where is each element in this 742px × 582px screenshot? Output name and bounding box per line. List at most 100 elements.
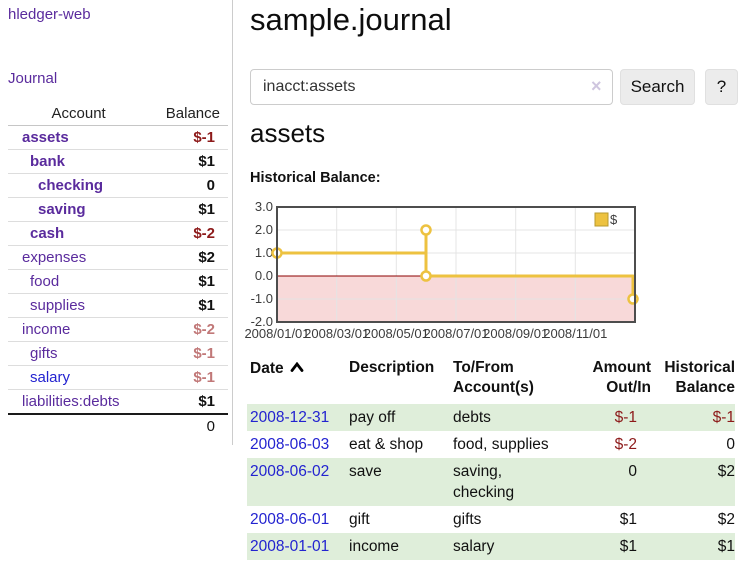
y-tick: 0.0 bbox=[255, 268, 273, 283]
transaction-description: eat & shop bbox=[349, 436, 424, 453]
account-link-salary[interactable]: salary bbox=[30, 369, 71, 386]
transaction-accounts: salary bbox=[453, 538, 495, 555]
transaction-balance: $-1 bbox=[712, 409, 735, 426]
transaction-description: income bbox=[349, 538, 399, 555]
transaction-date-link[interactable]: 2008-06-03 bbox=[250, 436, 330, 453]
register-row: 2008-01-01 income salary $1 $1 bbox=[247, 533, 735, 560]
account-balance: 0 bbox=[149, 173, 228, 198]
account-heading: assets bbox=[250, 118, 326, 148]
x-tick: 2008/01/01 bbox=[244, 326, 309, 341]
account-link-income[interactable]: income bbox=[22, 321, 71, 338]
sidebar: hledger-web Journal Account Balance asse… bbox=[0, 0, 233, 445]
y-axis-ticks: 3.0 2.0 1.0 0.0 -1.0 -2.0 bbox=[251, 199, 273, 329]
register-col-amount: Amount Out/In bbox=[592, 359, 651, 396]
account-balance: $-1 bbox=[149, 365, 228, 390]
account-link-cash[interactable]: cash bbox=[30, 225, 65, 242]
account-link-gifts[interactable]: gifts bbox=[30, 345, 58, 362]
account-row-gifts: gifts $-1 bbox=[8, 341, 228, 366]
account-row-saving: saving $1 bbox=[8, 197, 228, 222]
help-button[interactable]: ? bbox=[705, 69, 738, 105]
transaction-date-link[interactable]: 2008-01-01 bbox=[250, 538, 330, 555]
account-row-cash: cash $-2 bbox=[8, 221, 228, 246]
historical-balance-chart: 3.0 2.0 1.0 0.0 -1.0 -2.0 bbox=[240, 198, 740, 346]
account-balance: $-1 bbox=[149, 125, 228, 150]
search-input[interactable] bbox=[250, 69, 613, 105]
account-balance: $1 bbox=[149, 389, 228, 415]
y-tick: 3.0 bbox=[255, 199, 273, 214]
account-link-saving[interactable]: saving bbox=[38, 201, 86, 218]
plot-border bbox=[276, 206, 636, 323]
transaction-amount: $-1 bbox=[614, 409, 637, 426]
brand-link[interactable]: hledger-web bbox=[8, 6, 91, 23]
account-balance: $-2 bbox=[149, 317, 228, 342]
register-header-row: Date Description To/From Account(s) Amou… bbox=[247, 358, 735, 404]
register-row: 2008-06-02 save saving, checking 0 $2 bbox=[247, 458, 735, 506]
account-link-liabilities-debts[interactable]: liabilities:debts bbox=[22, 393, 120, 410]
transaction-description: save bbox=[349, 463, 382, 480]
account-row-income: income $-2 bbox=[8, 317, 228, 342]
register-col-description: Description bbox=[349, 359, 435, 376]
account-row-liabilities-debts: liabilities:debts $1 bbox=[8, 389, 228, 415]
transaction-description: gift bbox=[349, 511, 370, 528]
accounts-total-value: 0 bbox=[149, 413, 228, 438]
account-balance: $1 bbox=[149, 197, 228, 222]
balance-line bbox=[277, 228, 635, 299]
account-balance: $2 bbox=[149, 245, 228, 270]
accounts-col-balance: Balance bbox=[149, 102, 228, 126]
account-balance: $-1 bbox=[149, 341, 228, 366]
register-col-balance: Historical Balance bbox=[664, 359, 735, 396]
register-col-date-label: Date bbox=[250, 360, 284, 377]
transaction-date-link[interactable]: 2008-06-01 bbox=[250, 511, 330, 528]
account-balance: $1 bbox=[149, 293, 228, 318]
register-row: 2008-06-03 eat & shop food, supplies $-2… bbox=[247, 431, 735, 458]
y-tick: -1.0 bbox=[251, 291, 273, 306]
account-row-bank: bank $1 bbox=[8, 149, 228, 174]
account-link-checking[interactable]: checking bbox=[38, 177, 104, 194]
transaction-accounts: gifts bbox=[453, 511, 482, 528]
y-tick: 2.0 bbox=[255, 222, 273, 237]
transaction-balance: $1 bbox=[717, 538, 735, 555]
account-link-expenses[interactable]: expenses bbox=[22, 249, 87, 266]
account-link-food[interactable]: food bbox=[30, 273, 60, 290]
x-tick: 2008/03/01 bbox=[304, 326, 369, 341]
accounts-header-row: Account Balance bbox=[8, 102, 228, 126]
account-link-supplies[interactable]: supplies bbox=[30, 297, 86, 314]
transaction-amount: $-2 bbox=[614, 436, 637, 453]
transaction-date-link[interactable]: 2008-06-02 bbox=[250, 463, 330, 480]
main-content: sample.journal × Search ? assets Histori… bbox=[244, 0, 742, 582]
chart-legend: $ bbox=[594, 212, 618, 227]
transaction-date-link[interactable]: 2008-12-31 bbox=[250, 409, 330, 426]
clear-search-icon[interactable]: × bbox=[591, 76, 602, 96]
transaction-accounts: debts bbox=[453, 409, 491, 426]
register-col-accounts: To/From Account(s) bbox=[453, 359, 534, 396]
sidebar-item-journal[interactable]: Journal bbox=[8, 70, 58, 87]
register-col-date[interactable]: Date bbox=[247, 358, 346, 404]
transaction-balance: $2 bbox=[717, 463, 735, 480]
transaction-accounts: saving, checking bbox=[453, 463, 515, 501]
account-row-checking: checking 0 bbox=[8, 173, 228, 198]
x-tick: 2008/05/01 bbox=[364, 326, 429, 341]
account-row-expenses: expenses $2 bbox=[8, 245, 228, 270]
y-tick: 1.0 bbox=[255, 245, 273, 260]
register-row: 2008-06-01 gift gifts $1 $2 bbox=[247, 506, 735, 533]
account-row-food: food $1 bbox=[8, 269, 228, 294]
x-tick: 2008/11/01 bbox=[543, 326, 607, 341]
sort-ascending-icon bbox=[290, 358, 304, 378]
chart-canvas: 3.0 2.0 1.0 0.0 -1.0 -2.0 bbox=[244, 199, 639, 341]
transaction-balance: $2 bbox=[717, 511, 735, 528]
account-link-bank[interactable]: bank bbox=[30, 153, 66, 170]
search-button[interactable]: Search bbox=[620, 69, 695, 105]
x-axis-ticks: 2008/01/01 2008/03/01 2008/05/01 2008/07… bbox=[244, 326, 607, 341]
account-link-assets[interactable]: assets bbox=[22, 129, 69, 146]
transaction-amount: 0 bbox=[628, 463, 637, 480]
x-tick: 2008/07/01 bbox=[423, 326, 488, 341]
transaction-balance: 0 bbox=[726, 436, 735, 453]
account-row-supplies: supplies $1 bbox=[8, 293, 228, 318]
legend-label: $ bbox=[610, 212, 618, 227]
register-table: Date Description To/From Account(s) Amou… bbox=[247, 358, 735, 560]
account-row-assets: assets $-1 bbox=[8, 125, 228, 150]
page-title: sample.journal bbox=[250, 2, 452, 37]
data-point bbox=[627, 293, 639, 305]
accounts-total-row: 0 bbox=[8, 413, 228, 438]
